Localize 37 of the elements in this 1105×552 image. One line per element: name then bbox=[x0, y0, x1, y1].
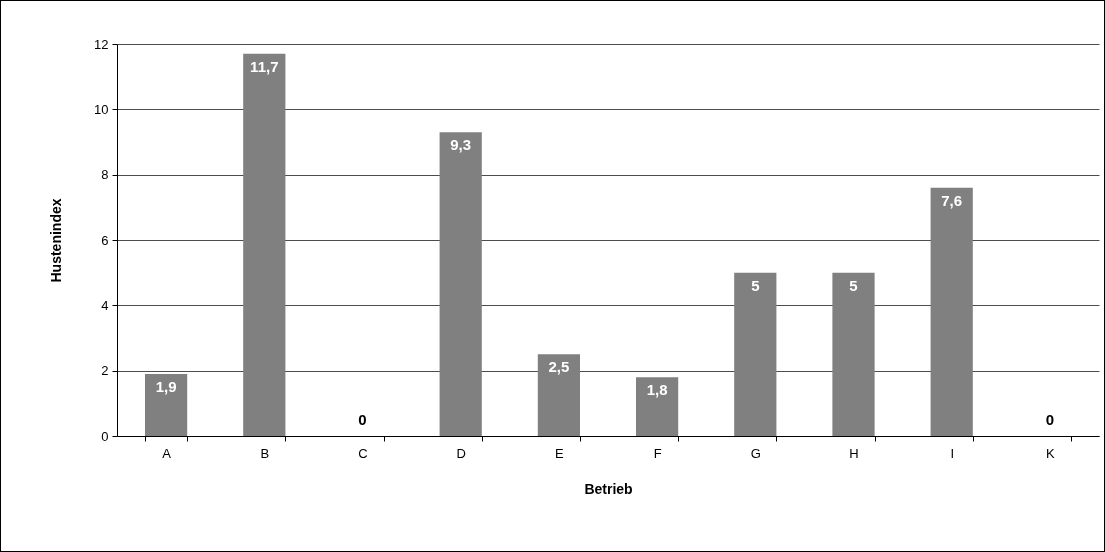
x-tick-label: I bbox=[950, 445, 955, 461]
x-tick-label: B bbox=[260, 445, 270, 461]
y-tick-label: 6 bbox=[101, 232, 109, 248]
data-label: 0 bbox=[358, 411, 367, 428]
data-label: 7,6 bbox=[941, 191, 963, 209]
data-label: 1,8 bbox=[646, 381, 668, 399]
y-tick-label: 8 bbox=[101, 167, 109, 183]
bar bbox=[734, 272, 777, 436]
x-axis-title: Betrieb bbox=[584, 480, 633, 497]
y-axis-title: Hustenindex bbox=[48, 198, 65, 283]
bar bbox=[243, 53, 286, 436]
y-tick-label: 4 bbox=[101, 297, 109, 313]
data-label: 11,7 bbox=[250, 57, 279, 75]
data-label: 5 bbox=[751, 276, 760, 294]
y-tick-label: 0 bbox=[101, 428, 109, 444]
x-tick-label: E bbox=[555, 445, 565, 461]
bar bbox=[537, 354, 581, 436]
bar bbox=[439, 132, 482, 436]
data-label: 5 bbox=[849, 276, 858, 294]
y-tick-label: 12 bbox=[94, 36, 109, 52]
x-tick-label: H bbox=[849, 445, 859, 461]
bar bbox=[930, 187, 973, 436]
bar bbox=[635, 377, 679, 436]
x-tick-label: C bbox=[358, 445, 368, 461]
data-label: 0 bbox=[1045, 411, 1055, 428]
x-tick-label: F bbox=[653, 445, 662, 461]
y-tick-label: 10 bbox=[94, 101, 109, 117]
data-label: 9,3 bbox=[450, 136, 472, 154]
bar bbox=[832, 272, 875, 436]
x-tick-label: D bbox=[456, 445, 466, 461]
x-tick-label: G bbox=[750, 445, 761, 461]
data-label: 2,5 bbox=[548, 358, 570, 376]
x-tick-label: A bbox=[162, 445, 172, 461]
y-tick-label: 2 bbox=[101, 363, 109, 379]
x-tick-label: K bbox=[1046, 445, 1056, 461]
data-label: 1,9 bbox=[155, 377, 177, 395]
bar bbox=[144, 373, 188, 436]
